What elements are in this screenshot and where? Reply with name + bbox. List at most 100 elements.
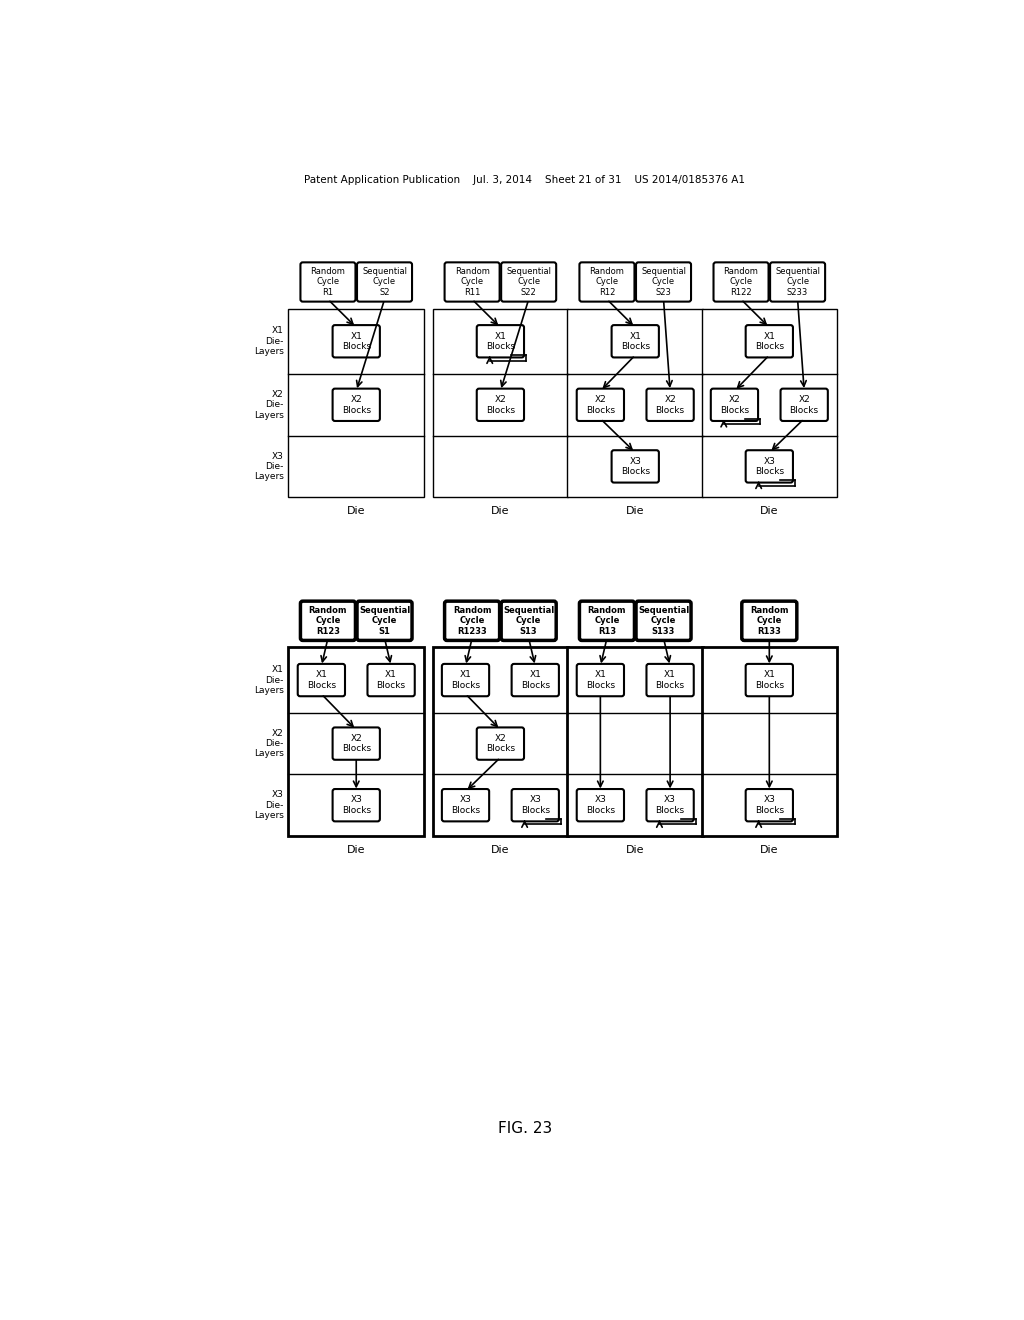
Text: X2
Blocks: X2 Blocks — [720, 395, 749, 414]
FancyBboxPatch shape — [444, 263, 500, 302]
FancyBboxPatch shape — [477, 325, 524, 358]
Text: X1
Blocks: X1 Blocks — [307, 671, 336, 690]
Text: Die: Die — [760, 845, 778, 855]
FancyBboxPatch shape — [333, 789, 380, 821]
Text: X3
Blocks: X3 Blocks — [755, 457, 784, 477]
Text: Random
Cycle
R1233: Random Cycle R1233 — [453, 606, 492, 636]
Text: X2
Die-
Layers: X2 Die- Layers — [254, 389, 284, 420]
FancyBboxPatch shape — [577, 789, 624, 821]
FancyBboxPatch shape — [636, 601, 691, 640]
Text: Random
Cycle
R1: Random Cycle R1 — [310, 267, 345, 297]
Text: X2
Blocks: X2 Blocks — [485, 734, 515, 754]
FancyBboxPatch shape — [300, 263, 355, 302]
Text: X3
Blocks: X3 Blocks — [342, 796, 371, 814]
Text: X1
Blocks: X1 Blocks — [586, 671, 615, 690]
FancyBboxPatch shape — [333, 727, 380, 760]
Text: X3
Blocks: X3 Blocks — [451, 796, 480, 814]
Text: Sequential
Cycle
S23: Sequential Cycle S23 — [641, 267, 686, 297]
FancyBboxPatch shape — [611, 450, 658, 483]
FancyBboxPatch shape — [577, 664, 624, 696]
Bar — [567, 647, 703, 836]
FancyBboxPatch shape — [333, 325, 380, 358]
FancyBboxPatch shape — [745, 664, 793, 696]
Text: Die: Die — [492, 507, 510, 516]
FancyBboxPatch shape — [442, 664, 489, 696]
FancyBboxPatch shape — [444, 601, 500, 640]
Text: Sequential
Cycle
S2: Sequential Cycle S2 — [362, 267, 407, 297]
FancyBboxPatch shape — [357, 601, 412, 640]
Text: Die: Die — [626, 845, 644, 855]
Text: Random
Cycle
R123: Random Cycle R123 — [308, 606, 347, 636]
FancyBboxPatch shape — [646, 388, 693, 421]
FancyBboxPatch shape — [611, 325, 658, 358]
Text: X1
Blocks: X1 Blocks — [520, 671, 550, 690]
FancyBboxPatch shape — [298, 664, 345, 696]
FancyBboxPatch shape — [745, 450, 793, 483]
Text: FIG. 23: FIG. 23 — [498, 1121, 552, 1137]
FancyBboxPatch shape — [580, 601, 635, 640]
Text: Die: Die — [492, 845, 510, 855]
Text: X1
Blocks: X1 Blocks — [755, 671, 784, 690]
FancyBboxPatch shape — [646, 789, 693, 821]
Text: X3
Blocks: X3 Blocks — [586, 796, 615, 814]
Text: Die: Die — [760, 507, 778, 516]
FancyBboxPatch shape — [442, 789, 489, 821]
Text: X2
Blocks: X2 Blocks — [586, 395, 615, 414]
Text: X3
Blocks: X3 Blocks — [621, 457, 650, 477]
Text: Random
Cycle
R133: Random Cycle R133 — [750, 606, 788, 636]
Text: X1
Blocks: X1 Blocks — [621, 331, 650, 351]
FancyBboxPatch shape — [636, 263, 691, 302]
Text: X1
Blocks: X1 Blocks — [377, 671, 406, 690]
FancyBboxPatch shape — [714, 263, 769, 302]
Bar — [289, 309, 424, 498]
Text: Random
Cycle
R13: Random Cycle R13 — [588, 606, 627, 636]
FancyBboxPatch shape — [501, 263, 556, 302]
Text: X2
Blocks: X2 Blocks — [342, 395, 371, 414]
Text: Patent Application Publication    Jul. 3, 2014    Sheet 21 of 31    US 2014/0185: Patent Application Publication Jul. 3, 2… — [304, 176, 745, 185]
FancyBboxPatch shape — [368, 664, 415, 696]
FancyBboxPatch shape — [577, 388, 624, 421]
Bar — [432, 309, 568, 498]
FancyBboxPatch shape — [357, 263, 412, 302]
Text: X3
Blocks: X3 Blocks — [755, 796, 784, 814]
Text: Sequential
Cycle
S133: Sequential Cycle S133 — [638, 606, 689, 636]
FancyBboxPatch shape — [477, 727, 524, 760]
FancyBboxPatch shape — [711, 388, 758, 421]
Text: X1
Blocks: X1 Blocks — [655, 671, 685, 690]
Text: X2
Die-
Layers: X2 Die- Layers — [254, 729, 284, 759]
Text: Die: Die — [626, 507, 644, 516]
Text: Random
Cycle
R122: Random Cycle R122 — [724, 267, 759, 297]
Text: Random
Cycle
R11: Random Cycle R11 — [455, 267, 489, 297]
FancyBboxPatch shape — [770, 263, 825, 302]
Text: Sequential
Cycle
S22: Sequential Cycle S22 — [506, 267, 551, 297]
Text: Sequential
Cycle
S233: Sequential Cycle S233 — [775, 267, 820, 297]
FancyBboxPatch shape — [300, 601, 355, 640]
Bar — [567, 309, 703, 498]
Bar — [701, 309, 838, 498]
FancyBboxPatch shape — [741, 601, 797, 640]
Text: X1
Die-
Layers: X1 Die- Layers — [254, 326, 284, 356]
Text: X2
Blocks: X2 Blocks — [655, 395, 685, 414]
Text: X3
Blocks: X3 Blocks — [520, 796, 550, 814]
Bar — [289, 647, 424, 836]
Text: X2
Blocks: X2 Blocks — [790, 395, 819, 414]
FancyBboxPatch shape — [501, 601, 556, 640]
Text: X1
Blocks: X1 Blocks — [755, 331, 784, 351]
Text: Random
Cycle
R12: Random Cycle R12 — [590, 267, 625, 297]
Text: X3
Die-
Layers: X3 Die- Layers — [254, 451, 284, 482]
FancyBboxPatch shape — [512, 789, 559, 821]
Text: Die: Die — [347, 507, 366, 516]
Text: X2
Blocks: X2 Blocks — [342, 734, 371, 754]
Text: X2
Blocks: X2 Blocks — [485, 395, 515, 414]
Text: X1
Die-
Layers: X1 Die- Layers — [254, 665, 284, 694]
FancyBboxPatch shape — [512, 664, 559, 696]
Text: X3
Die-
Layers: X3 Die- Layers — [254, 791, 284, 820]
Bar — [432, 647, 568, 836]
Text: Sequential
Cycle
S1: Sequential Cycle S1 — [358, 606, 411, 636]
FancyBboxPatch shape — [646, 664, 693, 696]
FancyBboxPatch shape — [745, 325, 793, 358]
Text: X1
Blocks: X1 Blocks — [451, 671, 480, 690]
FancyBboxPatch shape — [580, 263, 635, 302]
Text: Die: Die — [347, 845, 366, 855]
Text: Sequential
Cycle
S13: Sequential Cycle S13 — [503, 606, 554, 636]
